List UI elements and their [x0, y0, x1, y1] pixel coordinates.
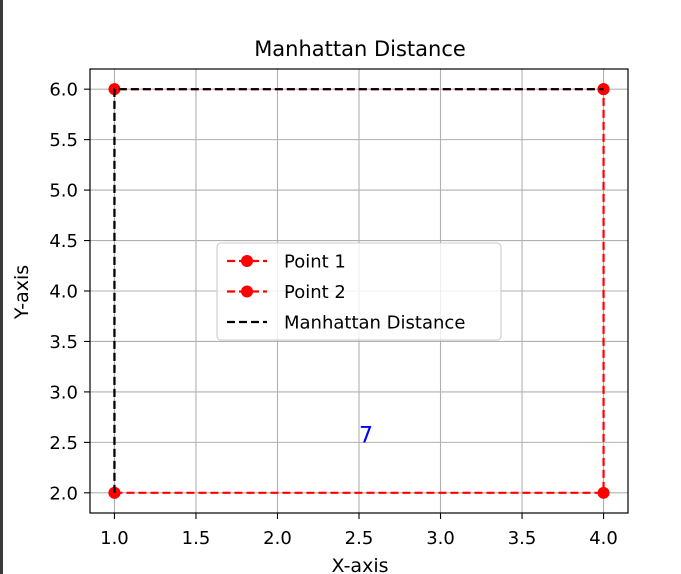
x-tick-label: 4.0 — [589, 528, 618, 549]
y-tick-label: 2.5 — [49, 433, 78, 454]
y-tick-label: 6.0 — [49, 80, 78, 101]
legend-item-manhattan-distance: Manhattan Distance — [227, 313, 465, 334]
series-layer — [108, 83, 610, 499]
x-axis-ticks: 1.0 1.5 2.0 2.5 3.0 3.5 4.0 — [100, 513, 618, 549]
grid — [90, 69, 628, 513]
y-axis-ticks: 2.0 2.5 3.0 3.5 4.0 4.5 5.0 5.5 6.0 — [49, 80, 90, 504]
legend-item-point-1: Point 1 — [227, 252, 346, 273]
window-edge — [0, 0, 3, 574]
x-tick-label: 2.5 — [345, 528, 374, 549]
x-tick-label: 1.0 — [100, 528, 129, 549]
legend-box — [216, 242, 502, 341]
y-axis-label: Y-axis — [11, 265, 33, 320]
x-axis-label: X-axis — [332, 555, 389, 574]
series-manhattan-distance — [113, 88, 604, 493]
y-tick-label: 5.0 — [49, 181, 78, 202]
x-tick-label: 1.5 — [182, 528, 211, 549]
data-point — [597, 486, 610, 499]
y-tick-label: 4.0 — [49, 282, 78, 303]
y-tick-label: 3.5 — [49, 332, 78, 353]
y-tick-label: 5.5 — [49, 130, 78, 151]
y-tick-label: 4.5 — [49, 231, 78, 252]
series-line — [114, 89, 605, 494]
x-tick-label: 3.5 — [508, 528, 537, 549]
legend-marker — [241, 255, 253, 267]
legend-label: Point 2 — [284, 282, 346, 303]
x-tick-label: 3.0 — [426, 528, 455, 549]
chart-title: Manhattan Distance — [254, 37, 466, 61]
series-line — [113, 88, 604, 493]
legend: Point 1 Point 2 Manhattan Distance — [216, 242, 502, 341]
legend-label: Manhattan Distance — [284, 313, 465, 334]
distance-annotation: 7 — [359, 423, 373, 448]
x-tick-label: 2.0 — [263, 528, 292, 549]
y-tick-label: 3.0 — [49, 382, 78, 403]
legend-item-point-2: Point 2 — [227, 282, 346, 303]
legend-label: Point 1 — [284, 252, 346, 273]
annotation-layer: 7 — [359, 423, 373, 448]
legend-marker — [241, 285, 253, 298]
y-tick-label: 2.0 — [49, 483, 78, 504]
